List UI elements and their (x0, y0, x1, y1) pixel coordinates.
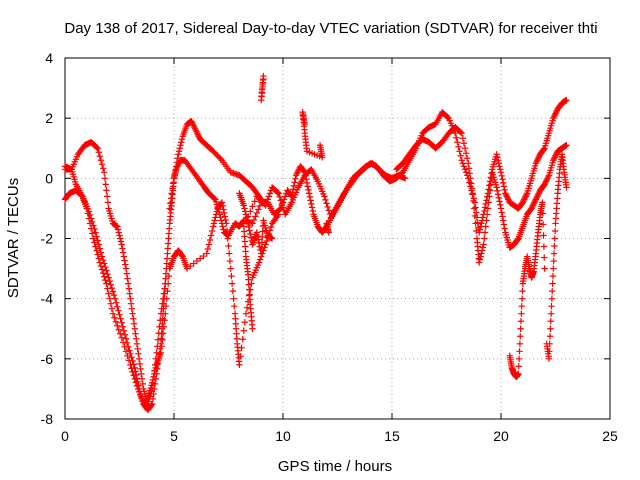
x-tick-label: 20 (493, 428, 509, 444)
y-axis-label: SDTVAR / TECUs (5, 178, 22, 298)
series-markers (393, 123, 570, 266)
x-tick-label: 10 (275, 428, 291, 444)
series-markers (61, 187, 282, 408)
x-tick-label: 15 (384, 428, 400, 444)
series-6 (236, 72, 332, 332)
y-tick-label: -2 (41, 231, 54, 247)
x-tick-label: 5 (170, 428, 178, 444)
series-3 (61, 96, 570, 408)
data-points (61, 72, 570, 414)
x-tick-label: 25 (602, 428, 618, 444)
y-tick-label: 0 (45, 170, 53, 186)
y-tick-label: -6 (41, 351, 54, 367)
y-tick-label: 4 (45, 50, 53, 66)
series-4 (393, 123, 570, 266)
grid-lines (65, 58, 610, 419)
x-axis-label: GPS time / hours (278, 458, 392, 475)
series-markers (61, 96, 570, 408)
y-tick-label: 2 (45, 110, 53, 126)
series-5 (506, 151, 570, 381)
x-tick-label: 0 (61, 428, 69, 444)
axis-ticks: 0 5 10 15 20 25 -8 -6 -4 -2 0 2 4 (41, 50, 618, 444)
chart-title: Day 138 of 2017, Sidereal Day-to-day VTE… (64, 20, 597, 37)
y-tick-label: -4 (41, 291, 54, 307)
series-2 (61, 187, 282, 408)
y-tick-label: -8 (41, 411, 54, 427)
series-markers (506, 151, 570, 381)
series-markers (236, 72, 332, 332)
